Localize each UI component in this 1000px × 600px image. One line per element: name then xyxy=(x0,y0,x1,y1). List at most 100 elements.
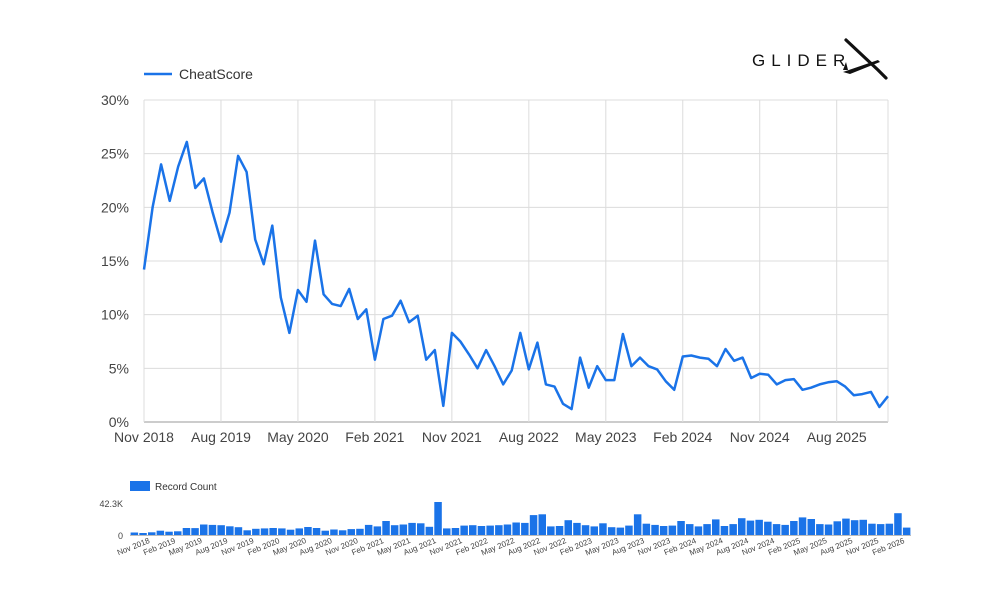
record-count-bar xyxy=(451,528,460,535)
cheatscore-line xyxy=(142,140,889,411)
record-count-bar xyxy=(816,524,824,535)
record-count-legend-swatch xyxy=(130,481,150,491)
cheatscore-y-tick-label: 20% xyxy=(101,199,129,215)
record-count-y-max-label: 42.3K xyxy=(99,499,123,509)
record-count-bar xyxy=(347,529,355,535)
cheatscore-y-axis: 0% 5% 10% 15% 20% 25% 30% xyxy=(101,92,129,430)
record-count-bar xyxy=(885,523,894,535)
record-count-bar xyxy=(625,525,633,535)
record-count-bar xyxy=(399,524,408,535)
record-count-bar xyxy=(234,527,243,535)
cheatscore-legend-label: CheatScore xyxy=(179,66,253,82)
record-count-bar xyxy=(382,521,390,535)
record-count-bar xyxy=(373,526,382,535)
cheatscore-y-tick-label: 10% xyxy=(101,307,129,323)
record-count-bar xyxy=(217,525,225,535)
cheatscore-y-tick-label: 5% xyxy=(109,360,129,376)
record-count-bar xyxy=(694,526,703,535)
record-count-bar xyxy=(364,524,373,535)
record-count-bar xyxy=(156,530,165,535)
record-count-bar xyxy=(581,525,590,535)
cheatscore-x-axis: Nov 2018 Aug 2019 May 2020 Feb 2021 Nov 2021… xyxy=(114,429,867,445)
record-count-bar xyxy=(772,524,781,535)
record-count-bar xyxy=(260,528,269,535)
record-count-bar xyxy=(304,527,312,535)
record-count-bar xyxy=(902,527,911,535)
record-count-bar xyxy=(139,533,147,535)
glider-plane-icon xyxy=(843,38,888,80)
record-count-bar xyxy=(712,519,720,535)
record-count-bar xyxy=(720,526,729,535)
record-count-bar xyxy=(312,528,321,535)
record-count-bar xyxy=(668,525,677,535)
record-count-bar xyxy=(130,532,139,535)
record-count-bar xyxy=(434,502,442,535)
cheatscore-x-tick-label: May 2020 xyxy=(267,429,329,445)
cheatscore-x-tick-label: Nov 2021 xyxy=(422,429,482,445)
record-count-legend-label: Record Count xyxy=(155,482,217,493)
record-count-bar xyxy=(495,525,503,535)
record-count-bar xyxy=(338,530,347,535)
record-count-bar xyxy=(529,515,538,535)
record-count-bar xyxy=(165,531,173,535)
record-count-bar xyxy=(573,522,581,535)
record-count-bar xyxy=(738,518,746,535)
record-count-bar xyxy=(252,528,260,535)
record-count-bar xyxy=(278,528,286,535)
record-count-bar xyxy=(443,528,451,535)
record-count-bar xyxy=(538,514,546,535)
record-count-bar xyxy=(182,528,191,535)
record-count-bar xyxy=(755,519,763,535)
record-count-bar xyxy=(764,521,772,535)
record-count-bar xyxy=(859,519,867,535)
record-count-bar xyxy=(798,517,807,535)
record-count-bar xyxy=(200,524,208,535)
record-count-bar xyxy=(824,524,833,535)
record-count-bar xyxy=(521,522,529,535)
brand-wordmark: GLIDER xyxy=(752,51,852,70)
cheatscore-x-tick-label: May 2023 xyxy=(575,429,637,445)
record-count-bar xyxy=(425,526,434,535)
record-count-bar xyxy=(321,530,329,535)
record-count-bar xyxy=(790,521,798,535)
cheatscore-y-tick-label: 0% xyxy=(109,414,129,430)
record-count-bar xyxy=(286,529,295,535)
record-count-bar xyxy=(208,524,217,535)
record-count-bar xyxy=(703,524,711,535)
record-count-bar xyxy=(729,524,737,535)
record-count-bar xyxy=(894,513,902,535)
record-count-bar xyxy=(651,524,659,535)
record-count-bar xyxy=(417,523,425,535)
record-count-bar xyxy=(477,526,486,535)
record-count-bar xyxy=(174,531,182,535)
record-count-bar xyxy=(486,525,494,535)
record-count-bar xyxy=(512,522,520,535)
record-count-bar xyxy=(191,528,199,535)
record-count-bar xyxy=(269,528,277,535)
cheatscore-gridlines xyxy=(143,99,889,423)
record-count-bar xyxy=(677,521,685,535)
record-count-bar xyxy=(659,526,668,535)
record-count-bar xyxy=(876,524,885,535)
record-count-bar xyxy=(686,524,694,535)
record-count-series xyxy=(130,502,911,536)
cheatscore-x-tick-label: Nov 2018 xyxy=(114,429,174,445)
record-count-y-zero-label: 0 xyxy=(118,531,123,541)
record-count-bar xyxy=(633,514,642,535)
record-count-bar xyxy=(243,530,251,535)
cheatscore-x-tick-label: Nov 2024 xyxy=(730,429,790,445)
cheatscore-x-tick-label: Aug 2025 xyxy=(807,429,867,445)
record-count-bar xyxy=(842,518,850,535)
cheatscore-y-tick-label: 30% xyxy=(101,92,129,108)
record-count-bar xyxy=(599,523,607,535)
record-count-bar xyxy=(226,526,234,535)
record-count-bar xyxy=(460,525,468,535)
record-count-bar xyxy=(330,529,338,535)
record-count-bar xyxy=(868,523,876,535)
cheatscore-series xyxy=(142,140,889,411)
record-count-bar xyxy=(746,520,755,535)
record-count-bar xyxy=(503,524,512,535)
record-count-bar xyxy=(555,526,564,535)
